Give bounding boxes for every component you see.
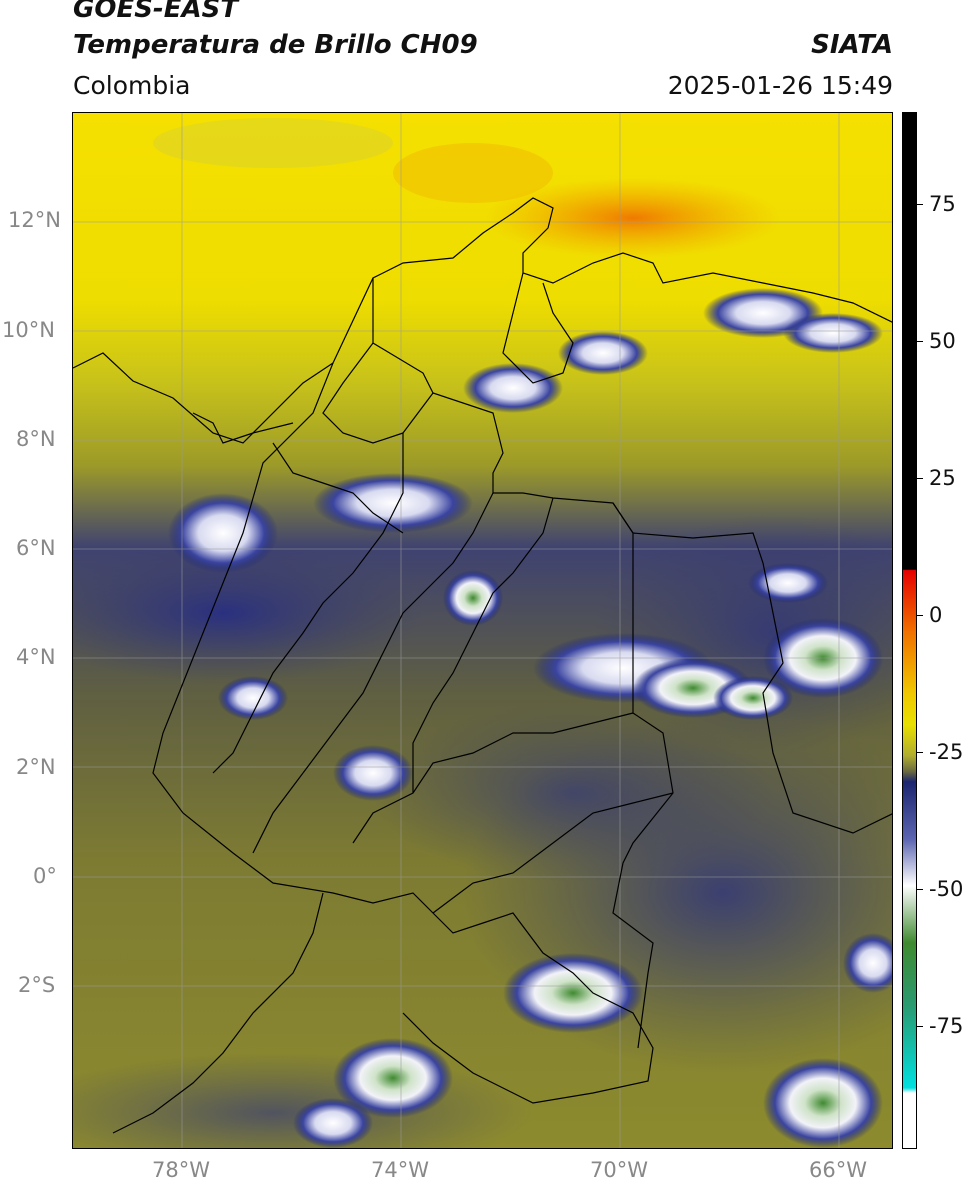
colorbar-tick: 50 [929,329,956,353]
lon-tick: 78°W [152,1158,210,1182]
colorbar-tick: -75 [929,1014,964,1038]
lat-tick: 2°S [18,973,56,997]
region-label: Colombia [73,71,191,100]
temperature-colorbar [902,112,917,1149]
lat-tick: 8°N [16,427,56,451]
colorbar-tick: -25 [929,740,964,764]
colorbar-tick: 75 [929,192,956,216]
lat-tick: 4°N [16,645,56,669]
lat-tick: 2°N [16,755,56,779]
borders [73,197,892,1134]
lon-tick: 66°W [809,1158,867,1182]
brightness-temperature-map[interactable] [72,112,893,1149]
gridlines [73,113,892,1148]
lat-tick: 0° [33,864,57,888]
lat-tick: 12°N [8,208,61,232]
lon-tick: 74°W [371,1158,429,1182]
lat-tick: 6°N [16,536,56,560]
agency-label: SIATA [811,30,893,60]
colorbar-tick: 25 [929,466,956,490]
colorbar-tick: 0 [929,603,943,627]
colorbar-tick: -50 [929,877,964,901]
lat-tick: 10°N [2,318,55,342]
map-canvas [73,113,892,1148]
lon-tick: 70°W [590,1158,648,1182]
datetime-label: 2025-01-26 15:49 [667,71,893,100]
product-title: Temperatura de Brillo CH09 [73,30,478,60]
satellite-title: GOES-EAST [73,0,239,24]
